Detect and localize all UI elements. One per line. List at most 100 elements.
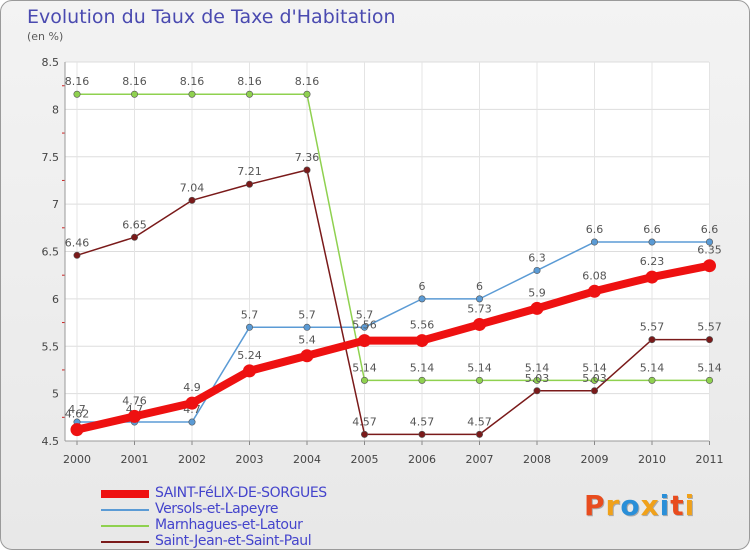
y-tick-label: 6.5 — [42, 246, 60, 259]
data-point — [588, 284, 601, 298]
series-line — [73, 261, 714, 434]
legend-swatch — [101, 509, 149, 511]
data-label: 8.16 — [295, 75, 320, 88]
data-label: 6.46 — [65, 236, 90, 249]
data-label: 7.04 — [180, 181, 205, 194]
legend-label: SAINT-FéLIX-DE-SORGUES — [155, 485, 327, 501]
data-point — [360, 430, 368, 438]
data-label: 5.57 — [697, 321, 722, 334]
data-point — [188, 196, 196, 204]
proxiti-logo: Proxiti — [584, 489, 696, 522]
data-point — [246, 90, 254, 98]
data-label: 6.6 — [643, 223, 661, 236]
data-point — [360, 323, 368, 331]
data-label: 4.9 — [183, 381, 201, 394]
data-label: 6.6 — [586, 223, 604, 236]
data-point — [128, 409, 141, 423]
data-point — [188, 418, 196, 426]
data-point — [645, 270, 659, 284]
y-tick-label: 5.5 — [42, 340, 60, 353]
data-point — [533, 266, 541, 274]
x-tick-label: 2005 — [351, 453, 379, 466]
x-tick-label: 2004 — [293, 453, 321, 466]
data-point — [70, 423, 84, 437]
data-label: 6.23 — [640, 255, 665, 268]
data-label: 6.6 — [701, 223, 719, 236]
data-point — [533, 376, 541, 384]
data-label: 5.14 — [697, 361, 722, 374]
data-label: 4.57 — [467, 415, 492, 428]
data-label: 5.14 — [467, 361, 492, 374]
data-point — [303, 166, 311, 174]
data-point — [590, 387, 598, 395]
data-point — [73, 90, 81, 98]
y-tick-label: 5 — [52, 388, 59, 401]
data-label: 5.24 — [237, 349, 262, 362]
data-label: 5.57 — [640, 321, 665, 334]
data-point — [475, 376, 483, 384]
y-tick-label: 7 — [52, 198, 59, 211]
data-point — [300, 349, 314, 363]
x-tick-label: 2009 — [581, 453, 609, 466]
data-point — [415, 334, 429, 348]
chart-subtitle: (en %) — [27, 30, 64, 43]
y-tick-label: 8.5 — [42, 56, 60, 69]
data-point — [358, 334, 371, 348]
data-point — [188, 90, 196, 98]
data-label: 5.4 — [298, 334, 316, 347]
data-point — [533, 387, 541, 395]
data-point — [705, 336, 713, 344]
data-label: 4.76 — [122, 394, 147, 407]
data-point — [530, 301, 544, 315]
data-label: 5.03 — [525, 372, 550, 385]
data-label: 5.14 — [525, 361, 550, 374]
data-point — [185, 396, 199, 410]
data-point — [246, 180, 254, 188]
data-point — [705, 376, 713, 384]
legend-label: Versols-et-Lapeyre — [155, 501, 279, 517]
data-point — [475, 295, 483, 303]
data-point — [246, 323, 254, 331]
data-point — [590, 238, 598, 246]
data-label: 6.3 — [528, 251, 546, 264]
data-point — [131, 233, 139, 241]
series-2: 8.16 8.16 8.16 8.16 8.16 5.14 5.14 5.14 5.14 5.14… — [65, 75, 722, 384]
data-label: 6.65 — [122, 218, 147, 231]
data-label: 5.7 — [356, 308, 374, 321]
y-tick-label: 4.5 — [42, 435, 60, 448]
data-point — [418, 376, 426, 384]
data-point — [648, 376, 656, 384]
legend-swatch — [101, 541, 149, 543]
x-tick-label: 2003 — [236, 453, 264, 466]
x-tick-label: 2000 — [63, 453, 91, 466]
data-label: 6 — [419, 280, 426, 293]
data-label: 4.57 — [352, 415, 377, 428]
data-label: 7.21 — [237, 165, 262, 178]
data-label: 6.08 — [582, 269, 607, 282]
data-point — [303, 90, 311, 98]
series-line — [76, 93, 711, 382]
data-label: 5.56 — [410, 319, 435, 332]
data-label: 8.16 — [237, 75, 262, 88]
data-point — [473, 317, 486, 331]
data-point — [303, 323, 311, 331]
legend-swatch — [101, 525, 149, 527]
x-tick-label: 2010 — [638, 453, 666, 466]
chart-title: Evolution du Taux de Taxe d'Habitation — [27, 6, 396, 28]
x-tick-label: 2001 — [121, 453, 149, 466]
data-label: 4.7 — [68, 403, 86, 416]
data-label: 5.14 — [352, 361, 377, 374]
data-point — [648, 238, 656, 246]
x-tick-label: 2002 — [178, 453, 206, 466]
y-tick-label: 8 — [52, 103, 59, 116]
series-line — [76, 241, 711, 423]
series-0: 4.624.764.95.245.45.56 5.565.735.96.086.2… — [65, 244, 722, 437]
data-point — [703, 259, 716, 273]
data-point — [73, 251, 81, 259]
data-label: 6.35 — [697, 244, 722, 257]
series-line — [76, 169, 711, 436]
y-tick-label: 6 — [52, 293, 59, 306]
data-label: 5.14 — [582, 361, 607, 374]
